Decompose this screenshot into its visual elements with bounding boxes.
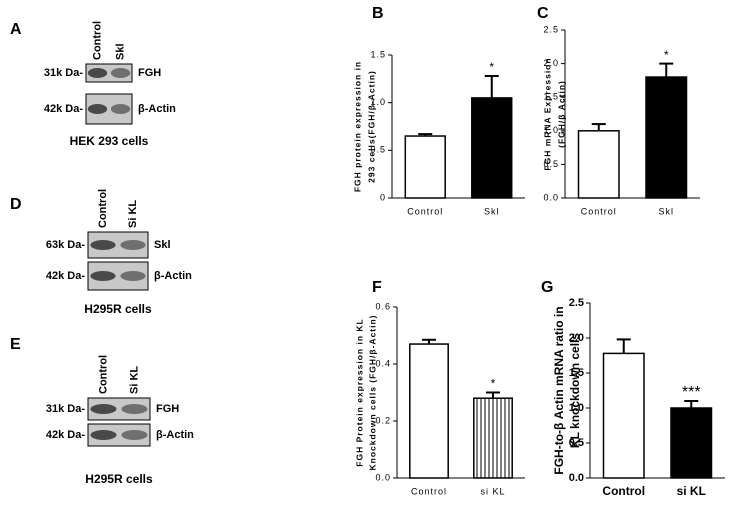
y-axis-label: FGH protein expression in: [352, 61, 362, 192]
blot-band: [87, 104, 108, 114]
blot-band: [120, 240, 146, 250]
y-axis-label: 293 cells(FGH/β-Actin): [366, 70, 376, 183]
y-tick-label: 1.5: [370, 49, 386, 59]
y-tick-label: 1.0: [543, 125, 559, 135]
bar: [645, 76, 688, 199]
y-axis-label: FGH Protein expression in KL: [354, 318, 364, 466]
blot-strip: [87, 397, 151, 421]
blot-band: [110, 104, 131, 114]
significance: ***: [682, 384, 701, 401]
y-axis-label: FGH mRNA Expression: [542, 57, 552, 170]
x-tick-label: si KL: [677, 484, 706, 498]
protein-label: β-Actin: [138, 103, 176, 115]
y-axis-label: FGH-to-β Actin mRNA ratio in: [552, 306, 566, 474]
y-tick-label: 1.0: [569, 402, 584, 414]
y-tick-label: 0.6: [375, 301, 391, 311]
bar: [577, 130, 620, 199]
y-tick-label: 0.4: [375, 358, 391, 368]
y-axis-label: Knockdown cells (FGH/β-Actin): [367, 314, 377, 470]
y-tick-label: 1.5: [569, 367, 584, 379]
lane-label: Control: [91, 21, 103, 60]
bar: [602, 352, 645, 479]
x-tick-label: Skl: [658, 206, 674, 216]
panel-label: B: [372, 5, 384, 22]
panel-label: E: [10, 336, 21, 353]
blot-band: [110, 68, 131, 78]
bar: [409, 343, 449, 479]
protein-label: Skl: [154, 239, 171, 251]
size-label: 63k Da-: [46, 239, 85, 251]
y-tick-label: 1.5: [543, 92, 559, 102]
lane-label: Skl: [114, 43, 126, 60]
blot-band: [120, 271, 146, 281]
lane-label: Si KL: [128, 366, 140, 394]
blot-band: [90, 430, 117, 440]
blot-band: [90, 271, 116, 281]
bar: [404, 135, 446, 199]
size-label: 42k Da-: [46, 270, 85, 282]
lane-label: Control: [97, 189, 109, 228]
size-label: 31k Da-: [46, 403, 85, 415]
blot-band: [121, 430, 148, 440]
size-label: 42k Da-: [46, 429, 85, 441]
y-tick-label: 0.0: [543, 192, 559, 202]
x-tick-label: Skl: [484, 206, 500, 216]
y-tick-label: 0.2: [375, 415, 391, 425]
y-tick-label: 0.5: [543, 159, 559, 169]
x-tick-label: si KL: [480, 486, 505, 496]
bar: [473, 397, 513, 479]
lane-label: Si KL: [127, 200, 139, 228]
blot-band: [90, 404, 117, 414]
y-tick-label: 0.0: [569, 472, 584, 484]
y-tick-label: 2.0: [543, 58, 559, 68]
panel-label: G: [541, 279, 553, 296]
panel-label: F: [372, 279, 382, 296]
blot-band: [121, 404, 148, 414]
significance: *: [664, 48, 669, 62]
x-tick-label: Control: [602, 484, 645, 498]
y-tick-label: 2.5: [543, 24, 559, 34]
panel-label: C: [537, 5, 549, 22]
panel-label: A: [10, 21, 22, 38]
blot-strip: [87, 423, 151, 447]
y-tick-label: 0.0: [375, 472, 391, 482]
y-tick-label: 1.0: [370, 97, 386, 107]
y-axis-label: (FGH/β Actin): [556, 80, 566, 148]
y-tick-label: 0: [380, 192, 386, 202]
y-tick-label: 0.5: [569, 437, 584, 449]
bar: [471, 97, 513, 199]
protein-label: FGH: [138, 67, 161, 79]
x-tick-label: Control: [407, 206, 443, 216]
x-tick-label: Control: [581, 206, 617, 216]
panel-label: D: [10, 196, 22, 213]
significance: *: [491, 377, 496, 391]
y-axis-label: KL knockdown cells: [568, 333, 582, 448]
blot-band: [90, 240, 116, 250]
blot-caption: HEK 293 cells: [70, 134, 149, 148]
blot-caption: H295R cells: [84, 302, 152, 316]
y-tick-label: 0.5: [370, 145, 386, 155]
protein-label: β-Actin: [154, 270, 192, 282]
x-tick-label: Control: [411, 486, 447, 496]
y-tick-label: 2.0: [569, 332, 584, 344]
lane-label: Control: [97, 355, 109, 394]
y-tick-label: 2.5: [569, 297, 584, 309]
blot-caption: H295R cells: [85, 472, 153, 486]
bar: [670, 407, 713, 479]
protein-label: FGH: [156, 403, 179, 415]
protein-label: β-Actin: [156, 429, 194, 441]
significance: *: [489, 60, 494, 74]
size-label: 31k Da-: [44, 67, 83, 79]
size-label: 42k Da-: [44, 103, 83, 115]
blot-band: [87, 68, 108, 78]
